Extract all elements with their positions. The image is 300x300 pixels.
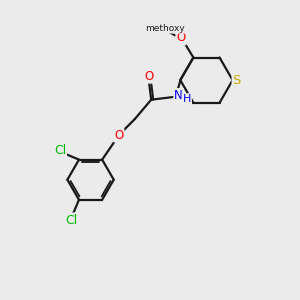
Text: O: O — [144, 70, 153, 83]
Text: O: O — [176, 32, 185, 44]
Text: Cl: Cl — [54, 144, 66, 157]
Text: methoxy: methoxy — [145, 24, 185, 33]
Text: Cl: Cl — [65, 214, 77, 226]
Text: H: H — [183, 94, 191, 104]
Text: N: N — [174, 89, 183, 102]
Text: S: S — [232, 74, 241, 87]
Text: O: O — [114, 129, 123, 142]
